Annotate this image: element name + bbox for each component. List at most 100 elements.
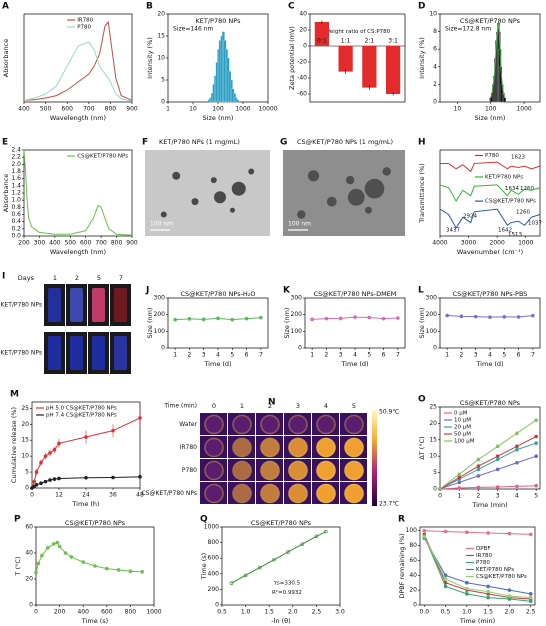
row-label: CS@KET/P780 NPs [141, 490, 197, 497]
panel-label: P [14, 515, 21, 525]
x-tick-label: 2 [325, 352, 329, 359]
y-axis-label: Intensity (%) [418, 37, 426, 79]
data-point [486, 595, 490, 600]
x-tick-label: 1 [310, 352, 314, 359]
data-point [338, 316, 343, 321]
vial [48, 288, 61, 322]
data-point [473, 314, 478, 319]
thermal-well [232, 414, 252, 435]
column-label: 0 [212, 402, 216, 410]
vial [114, 288, 127, 322]
vial [92, 288, 105, 322]
y-tick-label: 6 [433, 46, 437, 53]
y-tick-label: 4 [433, 63, 437, 70]
thermal-well [288, 460, 308, 481]
x-tick-label: 600 [101, 609, 113, 616]
y-tick-label: 0 [303, 43, 307, 50]
x-tick-label: 500 [65, 240, 77, 247]
thermal-well [260, 483, 280, 504]
x-tick-label: 0 [30, 492, 34, 499]
particle [210, 177, 217, 184]
data-point [507, 588, 512, 592]
x-tick-label: 500 [40, 106, 52, 113]
column-label: 5 [352, 402, 356, 410]
thermal-well [344, 483, 364, 504]
column-title: Days [18, 274, 35, 282]
data-point [486, 589, 490, 594]
x-tick-label: 3 [339, 352, 343, 359]
data-point [476, 474, 481, 478]
data-point [32, 479, 37, 484]
annotation: 1037 [528, 221, 542, 227]
x-tick-label: 5 [230, 352, 234, 359]
data-point [515, 447, 519, 452]
data-point [138, 416, 142, 420]
x-tick-label: 36 [109, 492, 117, 499]
plot-frame [419, 526, 536, 606]
y-tick-label: 1.0 [11, 197, 21, 204]
data-point [229, 581, 234, 585]
data-point [528, 592, 533, 596]
x-tick-label: 10000 [258, 106, 277, 113]
x-tick-label: 2000 [490, 240, 505, 247]
x-tick-label: 5 [534, 493, 538, 500]
y-tick-label: 40 [25, 550, 33, 557]
data-point [457, 475, 462, 480]
series-line [439, 455, 537, 490]
x-tick-label: 2.5 [526, 609, 536, 616]
image-title: CS@KET/P780 NPs (1 mg/mL) [297, 138, 393, 146]
data-point [515, 431, 519, 436]
legend-label: 100 μM [454, 439, 475, 445]
data-point [476, 485, 481, 490]
data-point [57, 441, 61, 446]
x-tick-label: 800 [105, 106, 117, 113]
annotation: Weight ratio of CS:P780 [325, 29, 391, 35]
y-tick-label: 40 [409, 572, 417, 579]
data-point [534, 434, 538, 439]
y-tick-label: 10 [429, 453, 437, 460]
data-point [52, 447, 57, 452]
data-point [111, 428, 115, 433]
y-tick-label: 0 [433, 99, 437, 106]
data-point [502, 315, 507, 319]
x-tick-label: 10 [189, 106, 197, 113]
plot-frame [309, 13, 406, 103]
data-point [40, 553, 44, 558]
column-label: 7 [119, 274, 123, 282]
data-point [457, 472, 462, 477]
legend-label: P780 [485, 153, 499, 159]
y-tick-label: 60 [409, 557, 417, 564]
thermal-well [204, 483, 224, 504]
thermal-well [232, 460, 252, 481]
data-point [257, 565, 262, 570]
data-point [422, 534, 427, 539]
data-point [286, 550, 290, 554]
x-tick-label: 1.5 [483, 609, 493, 616]
data-point [515, 444, 519, 449]
thermal-well [288, 483, 308, 504]
data-point [528, 532, 533, 537]
x-tick-label: 0 [438, 493, 442, 500]
data-point [459, 314, 464, 319]
x-tick-label: 900 [126, 106, 138, 113]
x-tick-label: 7 [259, 352, 263, 359]
x-tick-label: 3.0 [335, 609, 345, 616]
x-tick-label: 800 [125, 609, 137, 616]
chart-title: CS@KET/P780 NPs-H₂O [180, 290, 255, 298]
particle [191, 198, 199, 206]
y-axis-label: Intensity (%) [146, 37, 154, 79]
data-point [39, 481, 43, 486]
bar [236, 99, 240, 103]
x-tick-label: 48 [136, 492, 144, 499]
thermal-well [316, 460, 336, 481]
y-tick-label: 0.6 [11, 211, 21, 218]
particle [307, 170, 320, 182]
x-tick-label: 1.0 [462, 609, 472, 616]
x-axis-label: Wavelength (nm) [50, 248, 106, 256]
panel-label: L [418, 286, 424, 296]
data-point [63, 551, 68, 555]
column-label: 2 [75, 274, 79, 282]
bar [338, 46, 353, 72]
y-axis-label: Absorbance [2, 174, 10, 212]
y-tick-label: 10 [157, 55, 165, 62]
